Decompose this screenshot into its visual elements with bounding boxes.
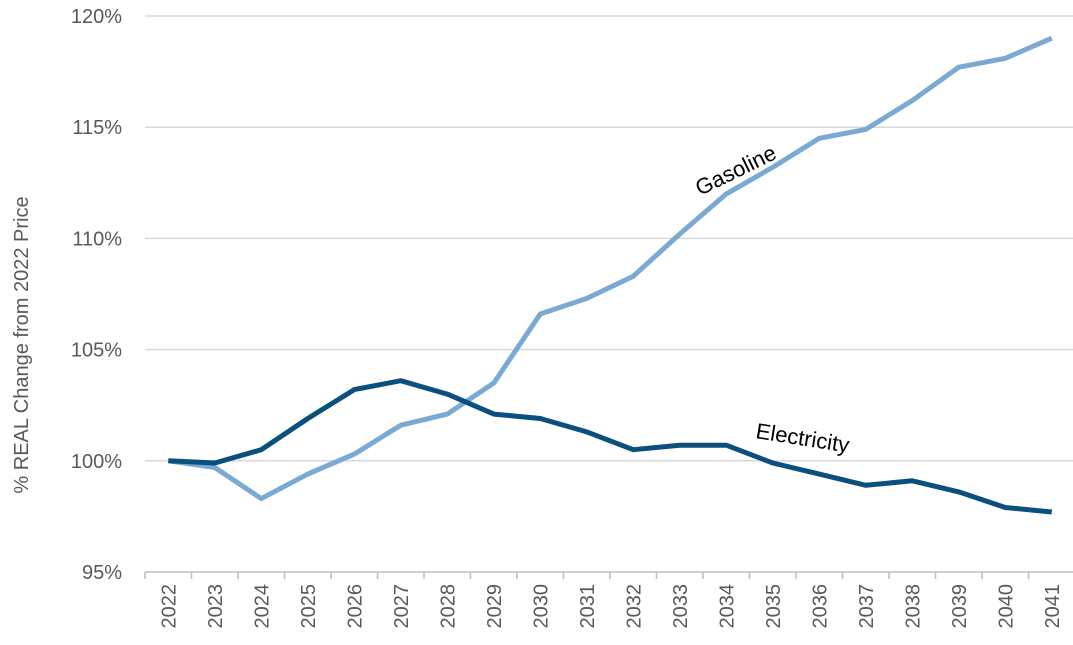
x-tick-label-2028: 2028 [437, 584, 459, 629]
x-tick-label-2023: 2023 [205, 584, 227, 629]
x-tick-label-2024: 2024 [251, 584, 273, 629]
x-tick-label-2034: 2034 [716, 584, 738, 629]
y-tick-label-120: 120% [71, 6, 122, 28]
series-line-electricity [168, 378, 1053, 515]
x-tick-label-2039: 2039 [949, 584, 971, 629]
y-tick-label-105: 105% [71, 340, 122, 362]
x-tick-label-2029: 2029 [484, 584, 506, 629]
series-line-gasoline [167, 35, 1053, 502]
x-axis-ticks: 2022 2023 2024 2025 2026 2027 2028 2029 2030 2031… [144, 572, 1064, 629]
x-tick-label-2035: 2035 [763, 584, 785, 629]
x-tick-label-2030: 2030 [530, 584, 552, 629]
x-tick-label-2037: 2037 [856, 584, 878, 629]
y-tick-label-100: 100% [71, 451, 122, 473]
series-lines [167, 35, 1053, 515]
x-tick-label-2041: 2041 [1042, 584, 1064, 629]
x-tick-label-2040: 2040 [995, 584, 1017, 629]
x-tick-label-2025: 2025 [298, 584, 320, 629]
x-tick-label-2038: 2038 [902, 584, 924, 629]
x-tick-label-2033: 2033 [670, 584, 692, 629]
y-axis-tick-labels: 95% 100% 105% 110% 115% 120% [71, 6, 122, 584]
x-tick-label-2027: 2027 [391, 584, 413, 629]
x-tick-label-2022: 2022 [158, 584, 180, 629]
x-tick-label-2031: 2031 [577, 584, 599, 629]
electricity-series-label: Electricity [754, 418, 851, 457]
x-tick-label-2036: 2036 [809, 584, 831, 629]
y-tick-label-95: 95% [82, 562, 122, 584]
x-tick-label-2032: 2032 [623, 584, 645, 629]
gridlines [145, 15, 1073, 462]
y-tick-label-110: 110% [72, 228, 122, 250]
x-tick-label-2026: 2026 [344, 584, 366, 629]
y-tick-label-115: 115% [72, 117, 122, 139]
y-axis-title: % REAL Change from 2022 Price [11, 196, 33, 493]
